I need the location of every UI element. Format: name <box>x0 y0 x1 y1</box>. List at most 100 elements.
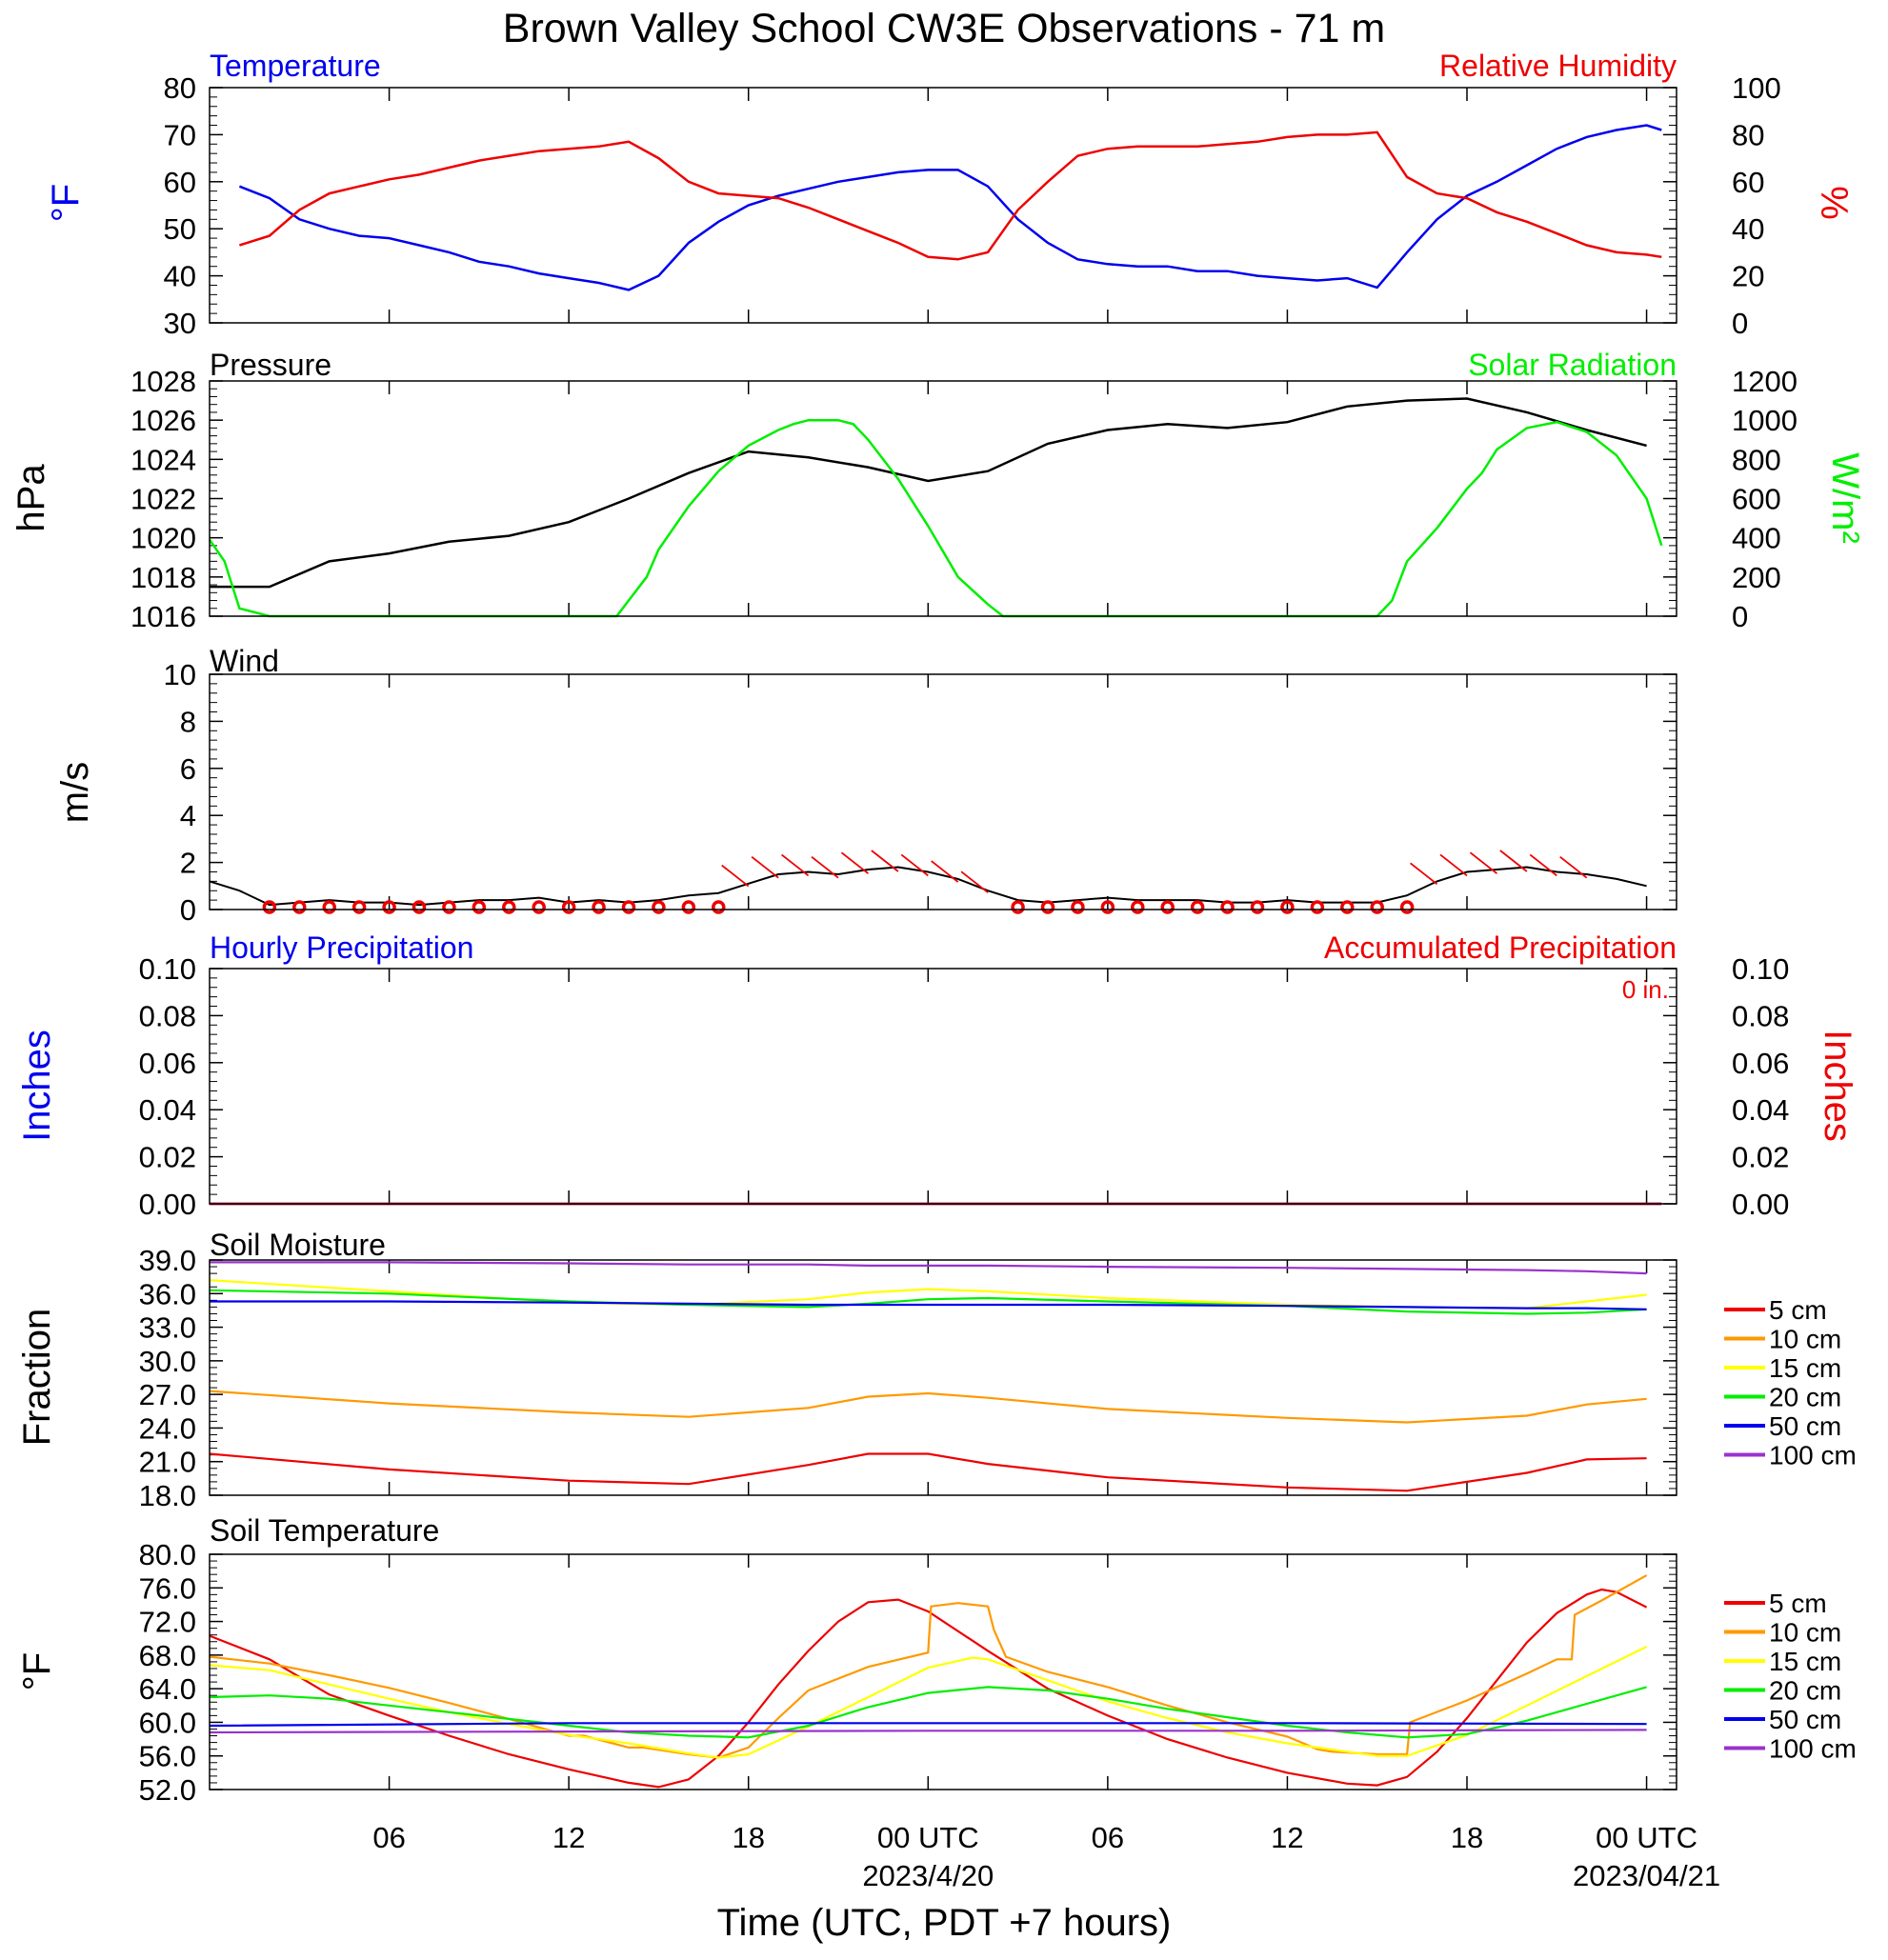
y-tick-label: 70 <box>164 118 196 151</box>
wind-barb <box>721 864 750 888</box>
wind-barb <box>960 870 989 893</box>
time-tick-label: 12 <box>1271 1821 1303 1854</box>
y-tick-label: 60 <box>164 166 196 199</box>
wind-barb <box>811 855 839 879</box>
legend-label: 20 cm <box>1769 1676 1841 1706</box>
wind-barb-calm <box>1160 900 1175 914</box>
y-tick-label: 30.0 <box>139 1345 196 1378</box>
wind-barb-calm <box>1220 900 1235 914</box>
wind-barb-calm <box>1071 900 1085 914</box>
y2-tick-label: 200 <box>1732 561 1781 594</box>
panel-precipitation: Hourly Precipitation Accumulated Precipi… <box>16 930 1858 1221</box>
accum-precip-total: 0 in. <box>1622 975 1669 1004</box>
legend-label: 5 cm <box>1769 1295 1827 1325</box>
y-tick-label: 39.0 <box>139 1244 196 1277</box>
wind-barb <box>781 853 810 877</box>
time-tick-label: 00 UTC <box>877 1821 979 1854</box>
y-tick-label: 10 <box>164 658 196 691</box>
legend-label: 50 cm <box>1769 1411 1841 1441</box>
wind-barb-calm <box>502 900 516 914</box>
y-tick-label: 36.0 <box>139 1277 196 1310</box>
wind-barb-calm <box>1040 900 1055 914</box>
y-tick-label: 0.10 <box>139 952 196 986</box>
legend-label: 50 cm <box>1769 1705 1841 1734</box>
wind-barb-calm <box>592 900 606 914</box>
y-tick-label: 1020 <box>131 522 196 555</box>
y-tick-label: 4 <box>180 799 196 832</box>
date-label: 2023/4/20 <box>862 1859 994 1892</box>
y2-tick-label: 0.04 <box>1732 1093 1789 1127</box>
y2-tick-label: 60 <box>1732 166 1764 199</box>
y-tick-label: 0.04 <box>139 1093 196 1127</box>
y2-tick-label: 0.06 <box>1732 1047 1789 1080</box>
wind-barb-calm <box>472 900 487 914</box>
temperature-axis-label: °F <box>45 184 87 222</box>
y-tick-label: 21.0 <box>139 1446 196 1479</box>
legend-label: 10 cm <box>1769 1325 1841 1354</box>
y-tick-label: 1022 <box>131 483 196 516</box>
temperature-series-line <box>238 124 1662 291</box>
y-tick-label: 56.0 <box>139 1740 196 1773</box>
hourly-precip-title: Hourly Precipitation <box>210 930 473 965</box>
wind-barb-calm <box>681 900 696 914</box>
wind-barb <box>1499 850 1528 872</box>
hourly-precip-axis-label: Inches <box>16 1030 58 1142</box>
time-tick-label: 00 UTC <box>1596 1821 1697 1854</box>
accum-precip-title: Accumulated Precipitation <box>1324 930 1677 965</box>
y-tick-label: 80.0 <box>139 1538 196 1571</box>
y2-tick-label: 0 <box>1732 600 1748 633</box>
y-tick-label: 68.0 <box>139 1639 196 1672</box>
soil-temperature-line-15cm <box>209 1646 1648 1759</box>
wind-barb-calm <box>1011 900 1025 914</box>
soil-temperature-line-20cm <box>209 1686 1647 1739</box>
soil-moisture-line-10cm <box>209 1390 1647 1424</box>
y2-tick-label: 20 <box>1732 260 1764 293</box>
y-tick-label: 64.0 <box>139 1672 196 1706</box>
panel-temperature-humidity: Temperature Relative Humidity °F % 30 40 5… <box>45 49 1855 340</box>
legend-label: 100 cm <box>1769 1441 1857 1470</box>
y-tick-label: 24.0 <box>139 1411 196 1445</box>
wind-barb-calm <box>1100 900 1115 914</box>
y-tick-label: 8 <box>180 705 196 738</box>
panel-soil-moisture: Soil Moisture Fraction 18.021.024.027.03… <box>16 1228 1857 1512</box>
legend-label: 15 cm <box>1769 1647 1841 1676</box>
panel-frame <box>209 968 1677 1205</box>
y-tick-label: 60.0 <box>139 1706 196 1739</box>
wind-barb <box>931 860 959 883</box>
wind-barb <box>1410 862 1438 886</box>
y-tick-label: 1016 <box>131 600 196 633</box>
panel-frame <box>209 1553 1677 1790</box>
humidity-axis-label: % <box>1813 186 1855 220</box>
wind-barb <box>1559 855 1588 879</box>
wind-barb-calm <box>1310 900 1325 914</box>
y2-tick-label: 40 <box>1732 212 1764 246</box>
y2-tick-label: 1000 <box>1732 404 1798 437</box>
soil-temperature-line-5cm <box>209 1588 1648 1789</box>
y-tick-label: 0 <box>180 893 196 927</box>
soil-temperature-axis-label: °F <box>16 1652 58 1690</box>
soil-moisture-lines <box>209 1261 1647 1492</box>
wind-barb-calm <box>1280 900 1295 914</box>
panel-frame <box>209 1259 1677 1496</box>
wind-barb <box>871 850 899 872</box>
y2-tick-label: 400 <box>1732 522 1781 555</box>
panel-frame <box>209 673 1677 910</box>
legend-label: 15 cm <box>1769 1353 1841 1383</box>
humidity-series-line <box>239 130 1662 261</box>
wind-barb-calm <box>322 900 336 914</box>
soil-moisture-title: Soil Moisture <box>210 1228 386 1262</box>
soil-temperature-title: Soil Temperature <box>210 1513 439 1548</box>
time-tick-label: 06 <box>1092 1821 1124 1854</box>
wind-barb <box>840 851 869 874</box>
wind-barb <box>900 853 929 877</box>
wind-axis-label: m/s <box>54 762 96 823</box>
panel-soil-temperature: Soil Temperature °F 52.056.060.064.068.0… <box>16 1513 1857 1807</box>
wind-barb <box>1439 853 1468 877</box>
y-tick-label: 0.02 <box>139 1141 196 1174</box>
soil-moisture-line-100cm <box>210 1261 1647 1275</box>
wind-barb-calm <box>1399 900 1415 914</box>
y-tick-label: 0.00 <box>139 1188 196 1221</box>
